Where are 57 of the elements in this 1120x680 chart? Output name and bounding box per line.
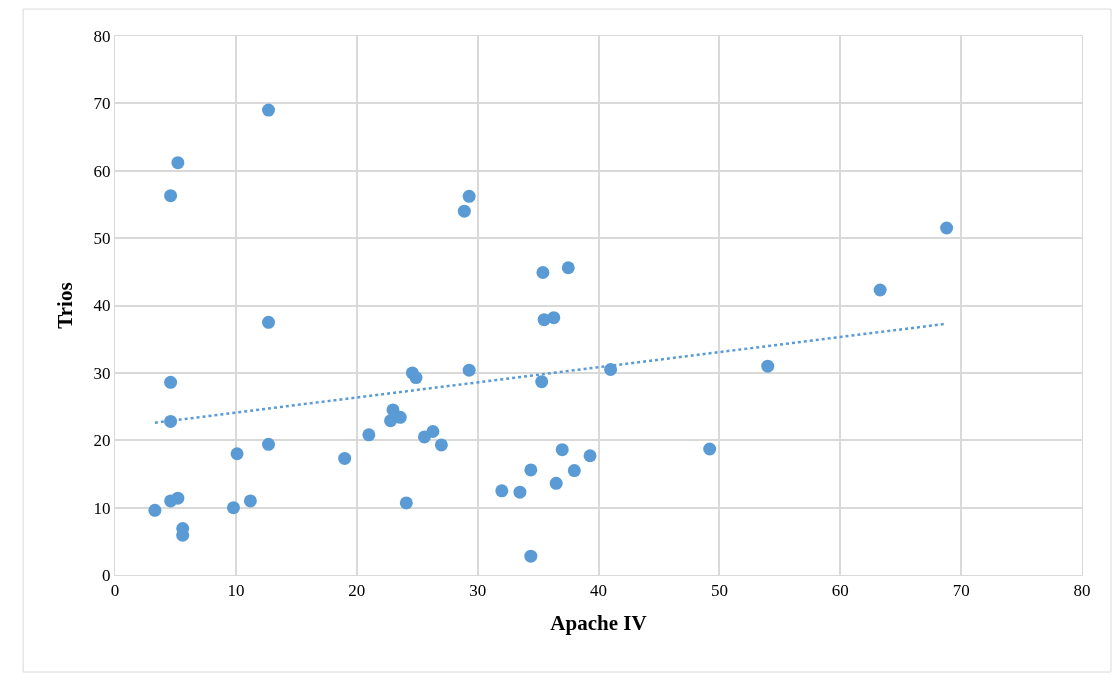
point xyxy=(604,363,618,376)
point xyxy=(230,447,244,461)
point xyxy=(243,494,257,508)
point xyxy=(426,424,440,438)
y-tick-label: 10 xyxy=(93,498,111,518)
x-tick-label: 40 xyxy=(590,581,607,601)
point xyxy=(462,189,476,203)
point xyxy=(434,438,448,452)
point xyxy=(262,315,276,329)
point xyxy=(148,503,162,517)
point xyxy=(555,443,569,457)
y-tick-label: 70 xyxy=(93,94,111,114)
y-tick-label: 50 xyxy=(93,229,111,249)
point xyxy=(761,359,775,373)
point xyxy=(567,464,581,478)
point xyxy=(561,261,575,275)
point xyxy=(457,204,471,218)
point xyxy=(262,103,276,117)
x-tick-label: 10 xyxy=(227,581,245,601)
x-tick-label: 60 xyxy=(831,581,849,601)
point xyxy=(547,311,561,325)
y-tick-label: 30 xyxy=(93,363,111,383)
x-axis-title: Apache IV xyxy=(550,610,647,635)
y-tick-label: 40 xyxy=(93,296,111,316)
point xyxy=(226,501,240,515)
point xyxy=(262,437,276,451)
y-tick-label: 60 xyxy=(93,161,111,181)
x-tick-label: 80 xyxy=(1073,581,1091,601)
x-tick-label: 20 xyxy=(348,581,366,601)
y-tick-label: 0 xyxy=(102,565,111,585)
point xyxy=(409,371,423,385)
x-tick-label: 50 xyxy=(710,581,728,601)
y-axis-title: Trios xyxy=(52,282,77,329)
point xyxy=(549,476,563,490)
point xyxy=(536,265,550,279)
point xyxy=(171,156,185,170)
point xyxy=(362,428,376,442)
point xyxy=(399,496,413,510)
point xyxy=(164,375,178,389)
point xyxy=(164,189,178,203)
point xyxy=(513,485,527,499)
point xyxy=(524,549,538,563)
point xyxy=(873,283,887,297)
point xyxy=(393,410,407,424)
point xyxy=(535,375,549,389)
point xyxy=(940,221,954,235)
y-tick-label: 80 xyxy=(93,26,111,46)
point xyxy=(171,491,185,505)
point xyxy=(338,451,352,465)
y-tick-label: 20 xyxy=(93,431,111,451)
point xyxy=(495,484,509,498)
point xyxy=(703,442,717,456)
point xyxy=(462,363,476,377)
x-tick-label: 30 xyxy=(469,581,487,601)
x-tick-label: 70 xyxy=(952,581,970,601)
point xyxy=(583,449,597,463)
point xyxy=(524,463,538,477)
